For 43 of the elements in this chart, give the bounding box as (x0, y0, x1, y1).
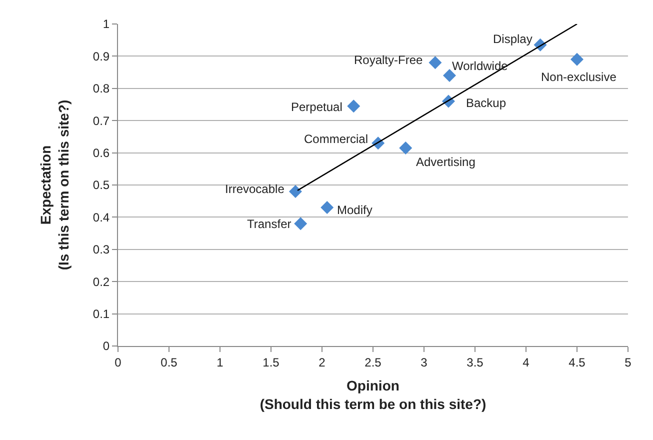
point (347, 100, 360, 113)
point (294, 217, 308, 230)
annotation: Backup (466, 96, 506, 110)
x-tick-label: 2.5 (364, 355, 382, 370)
y-tick-label: 0.4 (92, 210, 110, 224)
point (288, 184, 302, 198)
x-tick-label: 4 (522, 355, 530, 370)
annotation: Worldwide (452, 59, 508, 73)
point (443, 69, 456, 82)
annotation: Perpetual (291, 100, 342, 114)
x-tick-label: 1 (216, 355, 224, 370)
annotation: Modify (337, 203, 372, 217)
annotation: Commercial (304, 132, 368, 146)
x-tick-label: 1.5 (262, 355, 280, 370)
annotation: Irrevocable (225, 182, 285, 196)
y-tick-label: 0.3 (92, 242, 110, 257)
x-tick-label: 0.5 (160, 355, 178, 370)
x-tick-label: 0 (114, 355, 122, 370)
x-axis-title: Opinion (Should this term be on this site?) (260, 378, 486, 412)
y-tick-label: 1 (102, 17, 110, 32)
y-tick-label: 0.5 (92, 178, 110, 192)
point (428, 56, 442, 70)
point (320, 201, 334, 214)
y-tick-label: 0.8 (92, 82, 110, 96)
annotation: Advertising (416, 155, 476, 169)
y-tick-label: 0.2 (92, 274, 110, 289)
annotation: Royalty-Free (354, 53, 424, 67)
y-tick-label: 0.7 (92, 114, 110, 128)
x-tick-label: 3 (420, 355, 428, 370)
annotation: Transfer (247, 217, 292, 231)
y-axis-title: Expectation (Is this term on this site?) (37, 100, 72, 270)
x-tick-label: 2 (318, 355, 326, 370)
point (399, 141, 412, 154)
x-tick-label: 5 (624, 355, 632, 370)
y-tick-label: 0.9 (92, 49, 110, 64)
y-tick-label: 0 (102, 339, 110, 354)
point (570, 52, 584, 66)
annotation: Non-exclusive (541, 70, 617, 84)
y-tick-label: 0.6 (92, 146, 110, 160)
x-tick-label: 3.5 (466, 355, 484, 370)
x-tick-label: 4.5 (568, 355, 586, 370)
annotation: Display (493, 32, 532, 46)
y-tick-label: 0.1 (92, 307, 110, 321)
